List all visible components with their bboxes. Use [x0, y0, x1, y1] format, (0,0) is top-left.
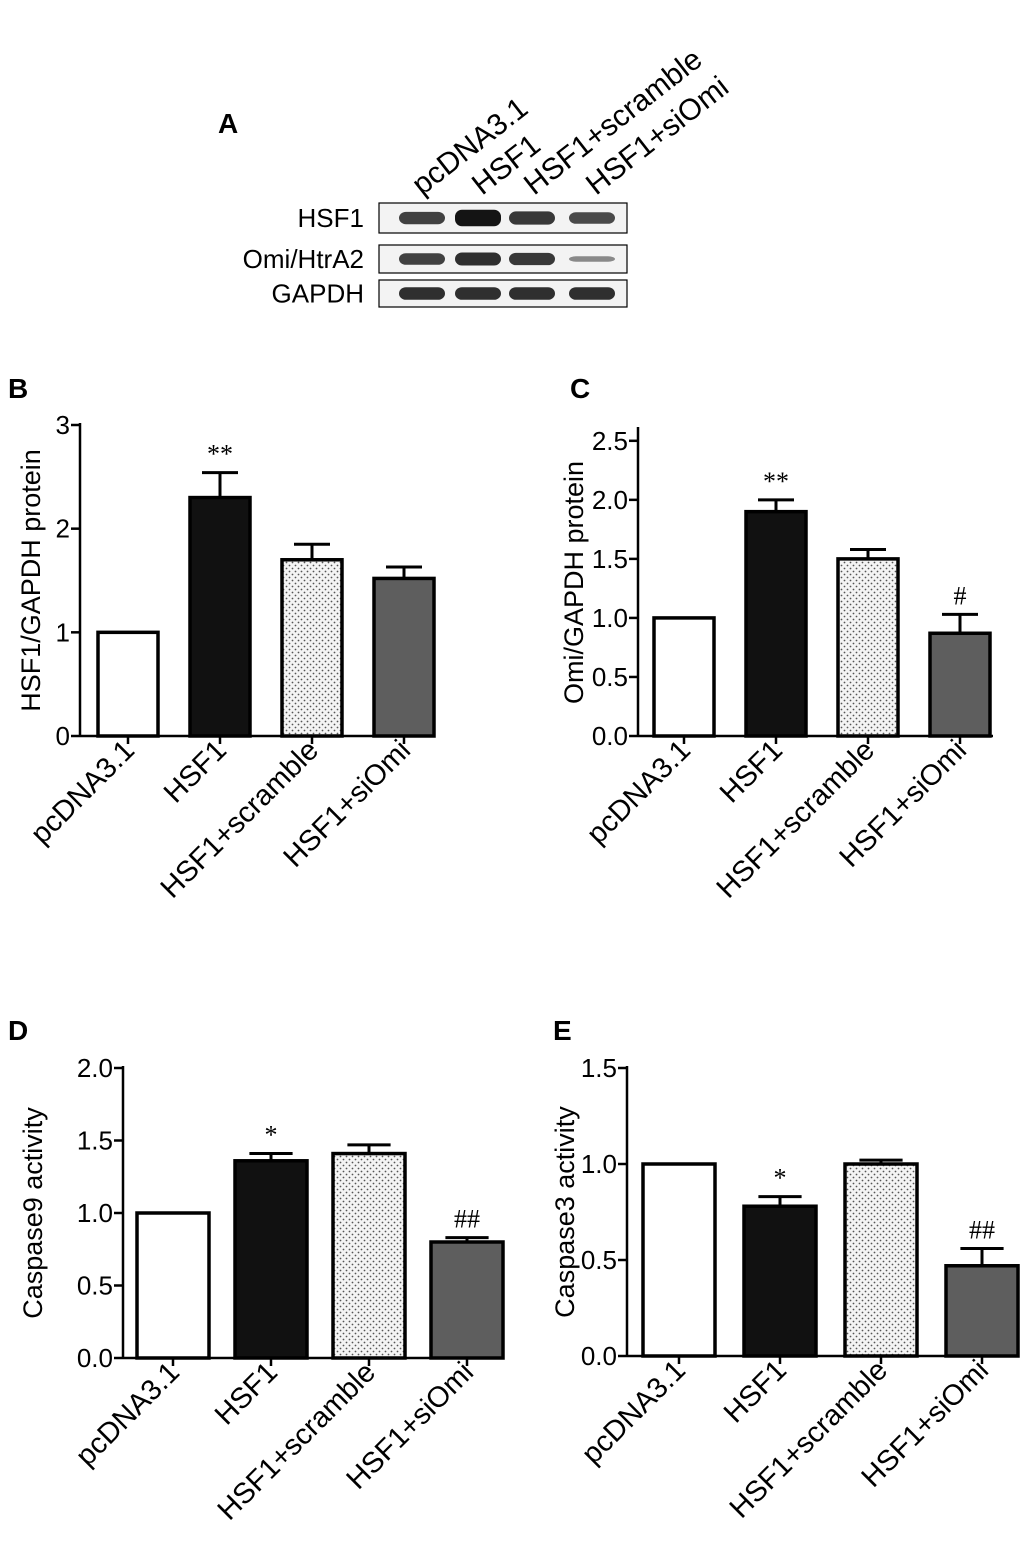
- bar: [641, 1162, 717, 1358]
- bar: [233, 1159, 309, 1360]
- x-category-label: HSF1: [714, 734, 789, 809]
- significance-label: ##: [969, 1215, 995, 1244]
- blot-band: [455, 209, 501, 227]
- bar: [742, 1204, 818, 1358]
- y-axis-title: Omi/GAPDH protein: [559, 461, 589, 704]
- x-category-label: HSF1: [209, 1356, 284, 1431]
- x-category-label: pcDNA3.1: [581, 734, 697, 850]
- y-tick-label: 0.0: [581, 1341, 617, 1371]
- y-tick-label: 0.0: [77, 1343, 113, 1373]
- y-axis-title: Caspase9 activity: [18, 1107, 48, 1319]
- y-tick-label: 2.0: [77, 1053, 113, 1083]
- blot-row-label: GAPDH: [272, 279, 364, 309]
- panel-letter: C: [570, 373, 590, 404]
- x-category-label: pcDNA3.1: [576, 1354, 692, 1470]
- blot-band: [399, 253, 445, 265]
- bar: [944, 1264, 1020, 1358]
- x-category-label: HSF1+scramble: [711, 734, 881, 904]
- y-tick-label: 1.5: [581, 1053, 617, 1083]
- bar: [836, 557, 900, 738]
- y-tick-label: 1: [56, 617, 70, 647]
- y-tick-label: 0: [56, 721, 70, 751]
- chart-panel-b: B 0 1 2 3 HSF1/GAPDH protein pcDNA3.1 ** HSF1HSF…: [8, 373, 436, 905]
- x-category-label: pcDNA3.1: [70, 1356, 186, 1472]
- blot-band: [509, 287, 555, 300]
- bar: [135, 1211, 211, 1360]
- blot-row-label: Omi/HtrA2: [243, 244, 364, 274]
- significance-label: *: [774, 1164, 787, 1193]
- bar: [280, 558, 344, 738]
- y-tick-label: 2: [56, 514, 70, 544]
- bar: [928, 631, 992, 738]
- significance-label: **: [763, 467, 789, 496]
- x-category-label: pcDNA3.1: [25, 734, 141, 850]
- y-tick-label: 2.5: [592, 426, 628, 456]
- y-axis-title: Caspase3 activity: [550, 1106, 580, 1318]
- blot-band: [509, 252, 555, 266]
- significance-label: ##: [454, 1205, 480, 1234]
- bar: [652, 616, 716, 738]
- y-tick-label: 1.0: [592, 603, 628, 633]
- bar: [429, 1240, 505, 1360]
- y-tick-label: 1.0: [77, 1198, 113, 1228]
- bar: [188, 495, 252, 738]
- blot-band: [569, 287, 615, 300]
- y-tick-label: 0.5: [592, 662, 628, 692]
- blot-band: [399, 211, 445, 225]
- blot-band: [569, 256, 615, 262]
- blot-band: [455, 287, 501, 300]
- panel-letter-a: A: [218, 108, 238, 139]
- chart-panel-d: D 0.0 0.5 1.0 1.5 2.0 Caspase9 activity pcDNA3.…: [8, 1015, 505, 1527]
- y-axis-title: HSF1/GAPDH protein: [16, 449, 46, 712]
- bar: [372, 576, 436, 738]
- panel-letter: D: [8, 1015, 28, 1046]
- significance-label: #: [954, 581, 967, 610]
- bar: [331, 1151, 407, 1360]
- y-tick-label: 2.0: [592, 485, 628, 515]
- x-category-label: HSF1: [158, 734, 233, 809]
- significance-label: *: [265, 1121, 278, 1150]
- x-category-label: HSF1: [718, 1354, 793, 1429]
- bar: [744, 509, 808, 738]
- y-tick-label: 0.5: [77, 1271, 113, 1301]
- y-tick-label: 3: [56, 410, 70, 440]
- blot-band: [509, 211, 555, 225]
- y-tick-label: 0.0: [592, 721, 628, 751]
- y-tick-label: 1.5: [77, 1126, 113, 1156]
- y-tick-label: 0.5: [581, 1245, 617, 1275]
- bar: [843, 1162, 919, 1358]
- y-tick-label: 1.5: [592, 544, 628, 574]
- panel-letter: E: [553, 1015, 572, 1046]
- blot-band: [569, 212, 615, 224]
- y-tick-label: 1.0: [581, 1149, 617, 1179]
- x-category-label: HSF1+scramble: [155, 734, 325, 904]
- panel-letter: B: [8, 373, 28, 404]
- blot-band: [399, 287, 445, 300]
- significance-label: **: [207, 440, 233, 469]
- bar: [96, 630, 160, 738]
- blot-band: [455, 252, 501, 266]
- blot-row-label: HSF1: [298, 203, 364, 233]
